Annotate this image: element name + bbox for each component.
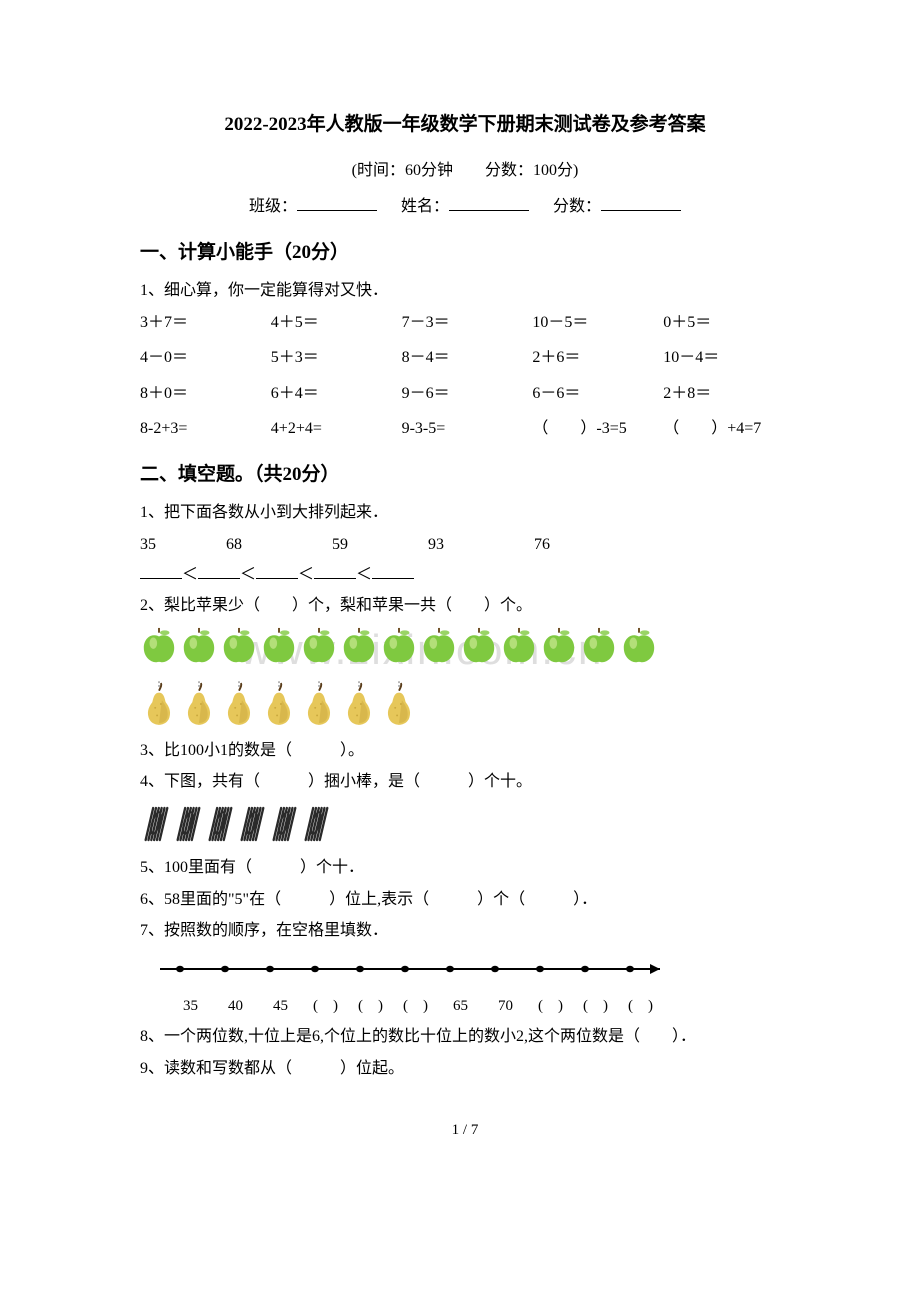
pear-icon [180,681,218,736]
numline-label: 70 [483,994,528,1018]
calc-cell: 10－5＝ [532,310,659,336]
score-label: 分数： [553,198,601,215]
calc-cell: 9－6＝ [402,381,529,407]
stick-bundle-icon [268,815,300,832]
sort-number: 68 [226,532,242,558]
time-score-line: (时间：60分钟 分数：100分) [140,158,790,184]
apple-icon [180,627,218,674]
calc-cell: 8-2+3= [140,416,267,442]
sort-blank [314,567,356,579]
sort-blank [140,567,182,579]
calc-grid: 3＋7＝4＋5＝7－3＝10－5＝0＋5＝ 4－0＝5＋3＝8－4＝2＋6＝10－… [140,310,790,442]
s2-q7: 7、按照数的顺序，在空格里填数． [140,918,790,944]
score-blank [601,197,681,211]
sticks-row [140,803,790,845]
calc-cell: 6－6＝ [532,381,659,407]
number-line-icon [140,954,700,984]
stick-bundle-icon [140,815,172,832]
pear-icon [260,681,298,736]
s2-q5: 5、100里面有（ ）个十． [140,855,790,881]
numline-label: ( ) [393,994,438,1018]
calc-cell: 4+2+4= [271,416,398,442]
s2-q3: 3、比100小1的数是（ ）。 [140,738,790,764]
numline-label: 35 [168,994,213,1018]
calc-cell: 9-3-5= [402,416,529,442]
sort-number: 35 [140,532,156,558]
numline-label: 40 [213,994,258,1018]
apple-icon [460,627,498,674]
stick-bundle-icon [236,815,268,832]
pear-icon [300,681,338,736]
s2-q4: 4、下图，共有（ ）捆小棒，是（ ）个十。 [140,769,790,795]
page-footer: 1 / 7 [140,1118,790,1142]
apple-icon [580,627,618,674]
calc-cell: 2＋8＝ [663,381,790,407]
calc-cell: （ ）+4=7 [663,416,790,442]
pear-icon [140,681,178,736]
apple-icon [380,627,418,674]
apple-icon [220,627,258,674]
number-line-labels: 354045( )( )( )6570( )( )( ) [140,994,790,1018]
name-fields-line: 班级： 姓名： 分数： [140,194,790,220]
section1-head: 一、计算小能手（20分） [140,238,790,268]
calc-cell: 2＋6＝ [532,345,659,371]
class-label: 班级： [249,198,297,215]
numline-label: 45 [258,994,303,1018]
page-content: 2022-2023年人教版一年级数学下册期末测试卷及参考答案 (时间：60分钟 … [140,110,790,1142]
q1-intro: 1、细心算，你一定能算得对又快． [140,278,790,304]
class-blank [297,197,377,211]
apples-row [140,627,790,674]
sort-number: 93 [428,532,444,558]
sort-numbers-row: 35 68 59 93 76 [140,532,790,558]
s2-q6: 6、58里面的"5"在（ ）位上,表示（ ）个（ ）． [140,887,790,913]
calc-cell: 6＋4＝ [271,381,398,407]
numline-label: 65 [438,994,483,1018]
number-line-wrap: 354045( )( )( )6570( )( )( ) [140,954,790,1019]
calc-cell: 8－4＝ [402,345,529,371]
apple-icon [500,627,538,674]
pears-row [140,681,790,736]
stick-bundle-icon [300,815,332,832]
calc-cell: 4＋5＝ [271,310,398,336]
name-blank [449,197,529,211]
calc-cell: 8＋0＝ [140,381,267,407]
apple-icon [420,627,458,674]
pear-icon [340,681,378,736]
apple-icon [540,627,578,674]
numline-label: ( ) [573,994,618,1018]
calc-cell: 3＋7＝ [140,310,267,336]
s2-q1-intro: 1、把下面各数从小到大排列起来． [140,500,790,526]
calc-cell: 7－3＝ [402,310,529,336]
apple-icon [340,627,378,674]
section2-head: 二、填空题。（共20分） [140,460,790,490]
stick-bundle-icon [204,815,236,832]
calc-cell: （ ）-3=5 [532,416,659,442]
apple-icon [260,627,298,674]
sort-blank [256,567,298,579]
apple-icon [300,627,338,674]
calc-cell: 5＋3＝ [271,345,398,371]
numline-label: ( ) [618,994,663,1018]
doc-title: 2022-2023年人教版一年级数学下册期末测试卷及参考答案 [140,110,790,140]
calc-cell: 4－0＝ [140,345,267,371]
sort-blanks-row: ＜＜＜＜ [140,562,790,588]
apple-icon [620,627,658,674]
stick-bundle-icon [172,815,204,832]
numline-label: ( ) [303,994,348,1018]
numline-label: ( ) [348,994,393,1018]
calc-cell: 10－4＝ [663,345,790,371]
sort-number: 59 [332,532,348,558]
sort-blank [198,567,240,579]
s2-q8: 8、一个两位数,十位上是6,个位上的数比十位上的数小2,这个两位数是（ ）． [140,1024,790,1050]
sort-number: 76 [534,532,550,558]
name-label: 姓名： [401,198,449,215]
sort-blank [372,567,414,579]
apple-icon [140,627,178,674]
pear-icon [220,681,258,736]
pear-icon [380,681,418,736]
s2-q2: 2、梨比苹果少（ ）个，梨和苹果一共（ ）个。 [140,593,790,619]
numline-label: ( ) [528,994,573,1018]
s2-q9: 9、读数和写数都从（ ）位起。 [140,1056,790,1082]
calc-cell: 0＋5＝ [663,310,790,336]
